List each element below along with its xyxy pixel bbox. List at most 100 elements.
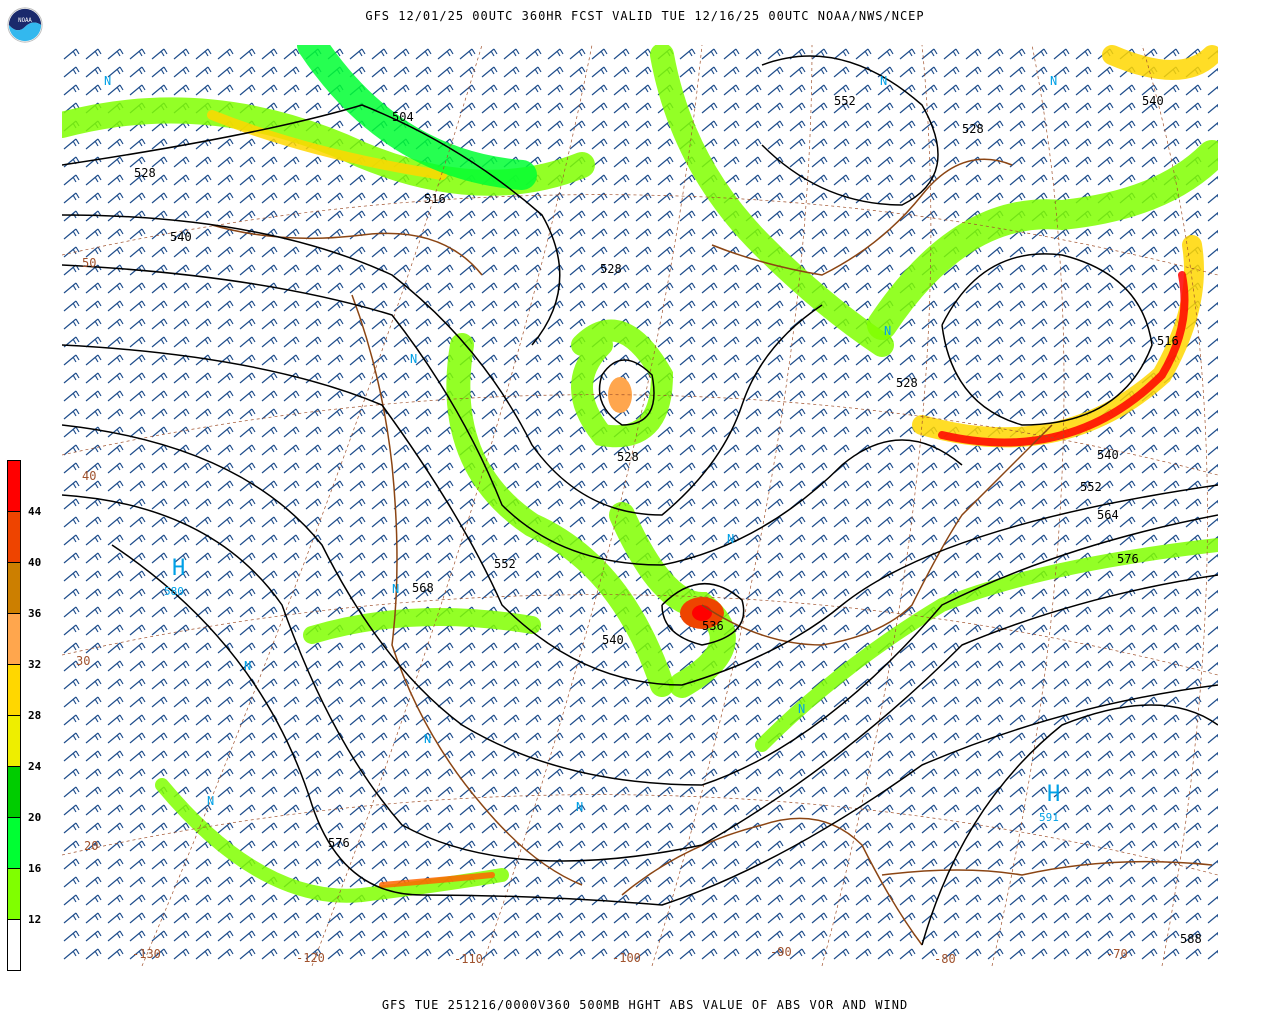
high-pressure-value: 580	[164, 585, 184, 598]
height-contours	[62, 55, 1218, 946]
n-marker: N	[207, 794, 214, 808]
contour-label: 540	[1097, 448, 1119, 462]
contour-label: 528	[896, 376, 918, 390]
height-contour	[761, 55, 939, 206]
contour-label: 568	[412, 581, 434, 595]
vorticity-swath	[155, 778, 509, 903]
vorticity-swath	[379, 872, 495, 888]
latitude-label: 30	[76, 654, 90, 668]
wind-barbs	[62, 45, 1218, 966]
contour-label: 540	[602, 633, 624, 647]
contour-label: 516	[1157, 334, 1179, 348]
n-marker: N	[424, 732, 431, 746]
longitude-label: -130	[132, 947, 161, 961]
height-contour	[62, 104, 561, 346]
contour-label: 576	[1117, 552, 1139, 566]
legend-swatch	[7, 614, 21, 665]
map-canvas: 504 528 540 516 528 552 540 528 516 528 528 540 552 5…	[62, 45, 1218, 966]
longitude-line	[821, 45, 932, 966]
legend-swatch	[7, 460, 21, 512]
height-contour	[661, 583, 745, 646]
legend-swatch	[7, 512, 21, 563]
height-contour	[62, 214, 823, 516]
legend-tick: 44	[28, 505, 42, 518]
contour-label: 504	[392, 110, 414, 124]
legend-swatch	[7, 869, 21, 920]
longitude-label: -120	[296, 951, 325, 965]
coastline	[881, 860, 1213, 876]
longitude-line	[1141, 45, 1208, 966]
latitude-line	[62, 194, 1218, 276]
weather-map: 504 528 540 516 528 552 540 528 516 528 528 540 552 5…	[62, 45, 1218, 966]
n-marker: N	[1050, 74, 1057, 88]
map-labels: 504 528 540 516 528 552 540 528 516 528 528 540 552 5…	[76, 74, 1202, 966]
contour-label: 528	[962, 122, 984, 136]
noaa-logo: NOAA	[7, 7, 43, 43]
high-pressure-marker: H	[1047, 782, 1060, 807]
height-contour	[598, 359, 655, 426]
vorticity-swath	[303, 608, 541, 644]
height-contour	[921, 704, 1218, 946]
legend-tick: 32	[28, 658, 42, 671]
contour-label: 564	[1097, 508, 1119, 522]
longitude-line	[481, 45, 703, 966]
legend-tick: 20	[28, 811, 42, 824]
contour-label: 528	[134, 166, 156, 180]
longitude-label: -70	[1106, 947, 1128, 961]
high-pressure-marker: H	[172, 556, 185, 581]
coastline	[711, 158, 1013, 276]
contour-label: 536	[702, 619, 724, 633]
legend-swatch	[7, 665, 21, 716]
coastline	[211, 224, 483, 276]
height-contour	[62, 344, 1218, 686]
latitude-line	[62, 594, 1218, 676]
vorticity-swath	[867, 140, 1218, 340]
chart-title: GFS 12/01/25 00UTC 360HR FCST VALID TUE …	[365, 9, 925, 23]
legend-swatch	[7, 818, 21, 869]
height-contour	[62, 494, 1218, 862]
vorticity-max	[608, 377, 632, 413]
vorticity-swath	[650, 45, 894, 357]
contour-label: 588	[1180, 932, 1202, 946]
vorticity-swath	[1102, 45, 1218, 80]
vorticity-fill	[62, 45, 1218, 903]
contour-label: 552	[834, 94, 856, 108]
vorticity-swath	[938, 271, 1189, 447]
vorticity-swath	[207, 110, 447, 180]
legend-swatch	[7, 767, 21, 818]
contour-label: 540	[1142, 94, 1164, 108]
height-contour	[62, 424, 1218, 786]
latitude-label: 40	[82, 469, 96, 483]
coastline	[701, 424, 1053, 646]
height-contour	[941, 253, 1153, 426]
vorticity-swath	[446, 333, 674, 697]
latitude-line	[62, 794, 1218, 876]
n-marker: N	[104, 74, 111, 88]
longitude-line	[141, 45, 483, 966]
n-marker: N	[727, 532, 734, 546]
n-marker: N	[392, 582, 399, 596]
contour-label: 528	[600, 262, 622, 276]
n-marker: N	[880, 74, 887, 88]
contour-label: 516	[424, 192, 446, 206]
high-pressure-value: 591	[1039, 811, 1059, 824]
longitude-line	[991, 45, 1065, 966]
height-contour	[111, 544, 1218, 906]
longitude-label: -90	[770, 945, 792, 959]
contour-label: 552	[1080, 480, 1102, 494]
legend-tick: 28	[28, 709, 42, 722]
svg-text:NOAA: NOAA	[18, 18, 32, 24]
latitude-label: 50	[82, 256, 96, 270]
n-marker: N	[410, 352, 417, 366]
legend-tick: 40	[28, 556, 42, 569]
latitude-label: 20	[84, 839, 98, 853]
longitude-line	[651, 45, 813, 966]
longitude-line	[311, 45, 593, 966]
n-marker: N	[798, 702, 805, 716]
contour-label: 540	[170, 230, 192, 244]
legend-tick: 24	[28, 760, 42, 773]
latitude-line	[62, 394, 1218, 476]
contour-label: 576	[328, 836, 350, 850]
legend-swatch	[7, 716, 21, 767]
contour-label: 528	[617, 450, 639, 464]
